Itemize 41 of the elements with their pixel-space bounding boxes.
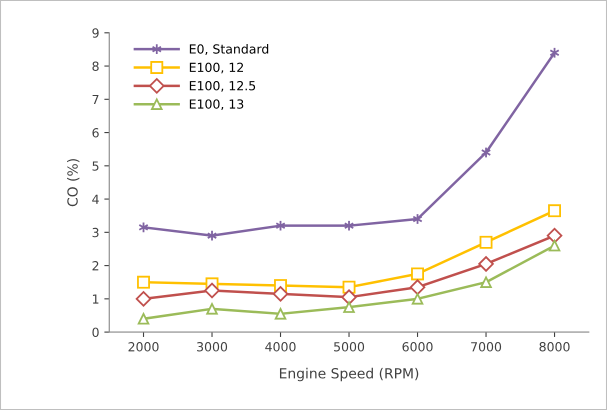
x-tick-label: 3000 xyxy=(197,342,228,352)
point xyxy=(480,276,492,288)
y-tick-label: 2 xyxy=(92,261,98,270)
x-axis-title: Engine Speed (RPM) xyxy=(280,368,418,382)
y-tick-label: 9 xyxy=(92,28,99,38)
x-tick-label: 4000 xyxy=(265,342,296,352)
y-tick-label: 7 xyxy=(92,94,98,104)
point xyxy=(410,279,426,295)
y-tick-label: 4 xyxy=(92,194,99,204)
point xyxy=(412,293,424,305)
x-tick-label: 2000 xyxy=(128,342,159,352)
point xyxy=(137,276,150,289)
point xyxy=(341,289,357,305)
point xyxy=(138,313,150,325)
point xyxy=(274,308,286,320)
y-tick-label: 5 xyxy=(92,161,98,171)
y-tick-label: 1 xyxy=(92,294,98,304)
legend-label: E0, Standard xyxy=(190,44,268,55)
point xyxy=(548,240,560,252)
x-tick-label: 6000 xyxy=(402,342,433,352)
legend-label: E100, 12 xyxy=(190,62,244,74)
y-tick-label: 3 xyxy=(92,228,99,238)
x-tick-label: 8000 xyxy=(539,342,570,352)
point xyxy=(411,267,424,280)
legend-label: E100, 12.5 xyxy=(190,80,256,92)
point xyxy=(343,301,355,313)
point xyxy=(136,291,152,307)
point xyxy=(546,228,562,244)
y-tick-label: 8 xyxy=(92,62,99,71)
y-tick-label: 0 xyxy=(92,328,99,338)
point xyxy=(206,303,218,315)
point xyxy=(480,236,492,249)
y-tick-label: 6 xyxy=(92,128,99,138)
point xyxy=(204,282,220,298)
point xyxy=(272,286,288,302)
x-tick-label: 5000 xyxy=(334,342,364,352)
x-tick-label: 7000 xyxy=(471,342,502,352)
point xyxy=(478,256,494,272)
y-axis-title: CO (%) xyxy=(67,159,80,206)
point xyxy=(548,204,561,218)
legend-label: E100, 13 xyxy=(190,99,244,110)
